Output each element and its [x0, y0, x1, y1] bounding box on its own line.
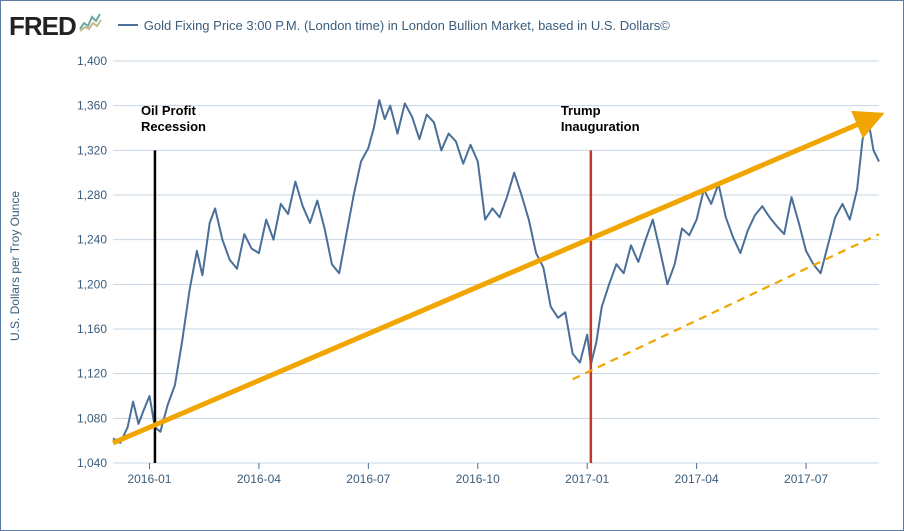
svg-text:1,040: 1,040	[77, 456, 107, 470]
svg-text:2017-04: 2017-04	[675, 472, 719, 486]
svg-text:1,280: 1,280	[77, 188, 107, 202]
svg-text:1,200: 1,200	[77, 277, 107, 291]
svg-text:2017-07: 2017-07	[784, 472, 828, 486]
logo-chart-icon	[78, 9, 104, 35]
svg-text:1,400: 1,400	[77, 55, 107, 68]
legend-swatch	[118, 24, 138, 26]
chart-frame: FRED Gold Fixing Price 3:00 P.M. (London…	[0, 0, 904, 531]
svg-text:1,080: 1,080	[77, 411, 107, 425]
header: FRED Gold Fixing Price 3:00 P.M. (London…	[1, 1, 903, 49]
legend-label: Gold Fixing Price 3:00 P.M. (London time…	[144, 18, 670, 33]
legend: Gold Fixing Price 3:00 P.M. (London time…	[118, 18, 670, 33]
fred-logo: FRED	[9, 9, 104, 42]
svg-text:2016-04: 2016-04	[237, 472, 281, 486]
svg-text:1,360: 1,360	[77, 99, 107, 113]
svg-text:1,120: 1,120	[77, 367, 107, 381]
y-axis-label: U.S. Dollars per Troy Ounce	[8, 190, 22, 340]
plot-area: 1,040 1,080 1,120 1,160 1,200 1,240 1,280 1,320…	[71, 55, 891, 493]
logo-text: FRED	[9, 11, 76, 42]
svg-text:2017-01: 2017-01	[565, 472, 609, 486]
svg-text:2016-01: 2016-01	[127, 472, 171, 486]
svg-text:1,320: 1,320	[77, 143, 107, 157]
annotation-label: Trump Inauguration	[561, 103, 640, 134]
annotation-label: Oil Profit Recession	[141, 103, 206, 134]
svg-text:2016-10: 2016-10	[456, 472, 500, 486]
svg-text:1,240: 1,240	[77, 233, 107, 247]
svg-text:2016-07: 2016-07	[346, 472, 390, 486]
svg-text:1,160: 1,160	[77, 322, 107, 336]
